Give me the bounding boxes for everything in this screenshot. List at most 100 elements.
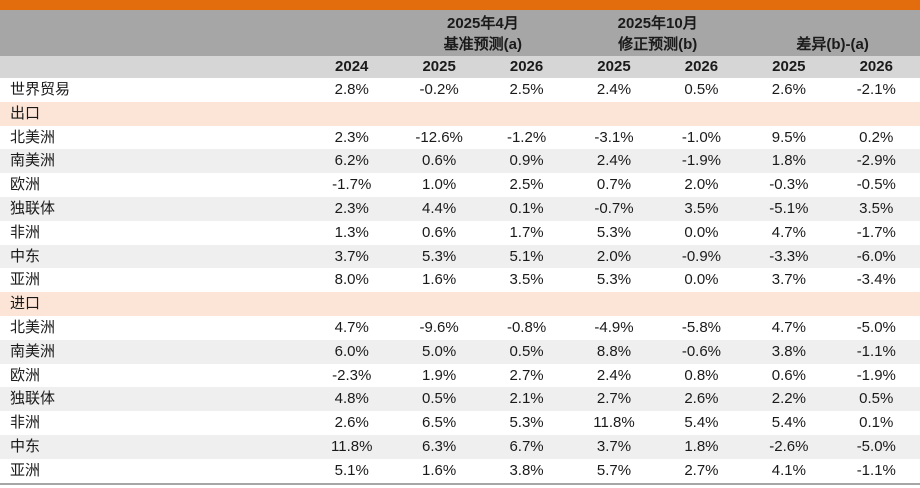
value-cell: 8.8% <box>596 342 632 360</box>
value-cell: 3.7% <box>334 247 369 265</box>
value-cell: -2.1% <box>856 81 896 98</box>
value-cell: -3.1% <box>594 128 634 146</box>
group-difference-label: 差异(b)-(a) <box>796 36 869 53</box>
table-row: 中东 3.7% 5.3% 5.1% 2.0% -0.9% -3.3% -6.0% <box>0 244 920 269</box>
value-cell: 3.5% <box>859 199 894 217</box>
value-cell: 4.7% <box>771 318 806 336</box>
value-cell: 3.8% <box>771 342 806 360</box>
value-cell: 1.7% <box>509 223 544 241</box>
value-cell: 4.1% <box>771 461 806 479</box>
group-revised-period: 2025年10月 <box>617 15 698 32</box>
group-header-baseline: 2025年4月 基准预测(a) <box>395 10 570 56</box>
value-cell: 2.8% <box>334 81 369 98</box>
value-cell: 0.5% <box>859 390 894 408</box>
value-cell: 5.1% <box>334 461 369 479</box>
value-cell: 1.8% <box>771 152 806 170</box>
value-cell: 0.0% <box>684 223 719 241</box>
value-cell: -9.6% <box>419 318 459 336</box>
value-cell: 2.4% <box>596 366 632 384</box>
table-row: 北美洲 4.7% -9.6% -0.8% -4.9% -5.8% 4.7% -5.0% <box>0 315 920 340</box>
row-label: 进口 <box>10 295 41 313</box>
value-cell: 8.0% <box>334 271 369 289</box>
row-label: 中东 <box>10 437 41 455</box>
value-cell: -2.6% <box>769 437 809 455</box>
value-cell: -6.0% <box>856 247 896 265</box>
table-row: 世界贸易 2.8% -0.2% 2.5% 2.4% 0.5% 2.6% -2.1% <box>0 78 920 102</box>
row-label: 亚洲 <box>10 271 41 289</box>
value-cell: 2.4% <box>596 152 632 170</box>
value-cell: 3.8% <box>509 461 544 479</box>
value-cell: 1.9% <box>422 366 457 384</box>
value-cell: 0.6% <box>771 366 806 384</box>
value-cell: 3.7% <box>771 271 806 289</box>
year-header-2026-difference: 2026 <box>859 58 893 75</box>
group-header-difference: 差异(b)-(a) <box>745 10 920 56</box>
value-cell: 5.4% <box>684 414 719 432</box>
group-baseline-period: 2025年4月 <box>446 15 519 32</box>
value-cell: 5.7% <box>596 461 632 479</box>
group-header-row: 2025年4月 基准预测(a) 2025年10月 修正预测(b) 差异(b)-(… <box>0 10 920 56</box>
group-header-revised: 2025年10月 修正预测(b) <box>570 10 745 56</box>
value-cell: 2.7% <box>509 366 544 384</box>
value-cell: -0.5% <box>856 176 896 194</box>
value-cell: 6.2% <box>334 152 369 170</box>
value-cell: -4.9% <box>594 318 634 336</box>
year-header-2025-baseline: 2025 <box>422 58 456 75</box>
value-cell: 2.0% <box>596 247 632 265</box>
value-cell: -2.3% <box>332 366 372 384</box>
value-cell: -3.4% <box>856 271 896 289</box>
value-cell: 4.7% <box>334 318 369 336</box>
year-header-row: 2024 2025 2026 2025 2026 2025 2026 <box>0 56 920 78</box>
value-cell: 2.4% <box>596 81 632 98</box>
table-row: 南美洲 6.0% 5.0% 0.5% 8.8% -0.6% 3.8% -1.1% <box>0 339 920 364</box>
value-cell: 4.4% <box>422 199 457 217</box>
row-label: 亚洲 <box>10 461 41 479</box>
year-header-2025-difference: 2025 <box>772 58 806 75</box>
value-cell: 2.7% <box>684 461 719 479</box>
value-cell: 2.7% <box>596 390 632 408</box>
value-cell: -1.9% <box>681 152 722 170</box>
value-cell: -0.2% <box>419 81 459 98</box>
value-cell: -0.6% <box>681 342 722 360</box>
year-header-2026-baseline: 2026 <box>509 58 544 75</box>
row-label: 中东 <box>10 247 41 265</box>
value-cell: 11.8% <box>593 414 635 432</box>
value-cell: 11.8% <box>331 437 373 455</box>
row-label: 非洲 <box>10 223 41 241</box>
value-cell: 5.3% <box>596 223 632 241</box>
value-cell: -0.3% <box>769 176 809 194</box>
value-cell: 0.1% <box>509 199 544 217</box>
table-row: 亚洲 8.0% 1.6% 3.5% 5.3% 0.0% 3.7% -3.4% <box>0 268 920 293</box>
value-cell: 0.5% <box>684 81 719 98</box>
value-cell: 5.4% <box>771 414 806 432</box>
value-cell: 2.3% <box>334 128 369 146</box>
value-cell: -1.7% <box>332 176 372 194</box>
table-row: 欧洲 -2.3% 1.9% 2.7% 2.4% 0.8% 0.6% -1.9% <box>0 363 920 388</box>
year-header-2025-revised: 2025 <box>597 58 631 75</box>
table-row: 非洲 2.6% 6.5% 5.3% 11.8% 5.4% 5.4% 0.1% <box>0 411 920 435</box>
row-label: 北美洲 <box>10 318 56 336</box>
value-cell: -1.7% <box>856 223 896 241</box>
table-row: 独联体 2.3% 4.4% 0.1% -0.7% 3.5% -5.1% 3.5% <box>0 196 920 221</box>
value-cell: 3.5% <box>684 199 719 217</box>
value-cell: -1.0% <box>681 128 722 146</box>
value-cell: 4.7% <box>771 223 806 241</box>
value-cell: 6.7% <box>509 437 544 455</box>
value-cell: -12.6% <box>415 128 463 146</box>
value-cell: 0.9% <box>509 152 544 170</box>
section-row: 进口 <box>0 292 920 316</box>
table-row: 亚洲 5.1% 1.6% 3.8% 5.7% 2.7% 4.1% -1.1% <box>0 458 920 483</box>
value-cell: -2.9% <box>856 152 896 170</box>
value-cell: 3.5% <box>509 271 544 289</box>
table-row: 北美洲 2.3% -12.6% -1.2% -3.1% -1.0% 9.5% 0.2% <box>0 125 920 150</box>
table-body: 世界贸易 2.8% -0.2% 2.5% 2.4% 0.5% 2.6% -2.1% 出口 北美洲 2… <box>0 78 920 483</box>
table-row: 南美洲 6.2% 0.6% 0.9% 2.4% -1.9% 1.8% -2.9% <box>0 149 920 174</box>
value-cell: 1.8% <box>684 437 719 455</box>
value-cell: 5.1% <box>509 247 544 265</box>
group-difference-period <box>745 13 920 34</box>
value-cell: 2.3% <box>334 199 369 217</box>
value-cell: 0.6% <box>422 223 457 241</box>
value-cell: -5.0% <box>856 437 896 455</box>
